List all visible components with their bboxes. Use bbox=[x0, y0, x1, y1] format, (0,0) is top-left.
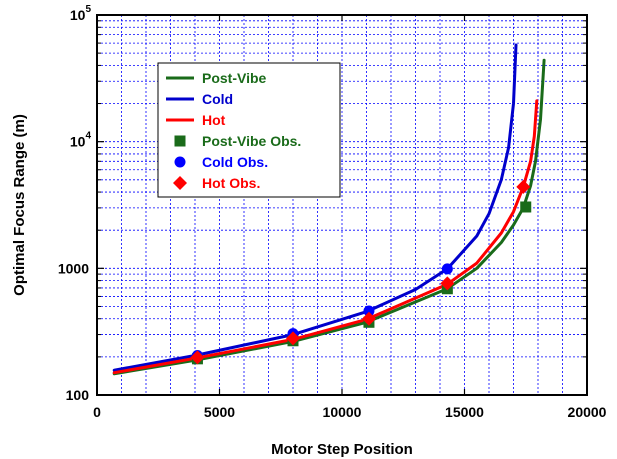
legend-label: Post-Vibe bbox=[202, 70, 267, 86]
data-point-hot-obs- bbox=[190, 350, 205, 365]
legend-label: Cold bbox=[202, 91, 233, 107]
legend-swatch-marker bbox=[174, 135, 186, 147]
series-line-cold bbox=[112, 43, 518, 372]
series-line-hot bbox=[112, 99, 539, 375]
series-layer bbox=[112, 43, 546, 376]
y-tick-label: 1000 bbox=[58, 260, 89, 276]
data-point-hot-obs- bbox=[440, 276, 455, 291]
legend-label: Cold Obs. bbox=[202, 154, 268, 170]
x-tick-label: 0 bbox=[93, 404, 101, 420]
y-tick-label: 100 bbox=[66, 387, 90, 403]
data-point-hot-obs- bbox=[361, 311, 376, 326]
data-point-cold-obs- bbox=[363, 305, 375, 317]
y-tick-label: 105 bbox=[70, 4, 92, 23]
legend-label: Post-Vibe Obs. bbox=[202, 133, 301, 149]
y-axis-title: Optimal Focus Range (m) bbox=[11, 114, 28, 296]
data-point-post-vibe-obs- bbox=[520, 201, 532, 213]
legend-label: Hot bbox=[202, 112, 226, 128]
x-tick-label: 15000 bbox=[445, 404, 484, 420]
data-point-hot-obs- bbox=[516, 179, 531, 194]
legend-swatch-marker bbox=[173, 176, 187, 190]
x-axis-title: Motor Step Position bbox=[271, 441, 413, 458]
x-tick-label: 10000 bbox=[323, 404, 362, 420]
x-tick-label: 20000 bbox=[568, 404, 607, 420]
ticks: 0 5000 10000 15000 20000 100 1000 104 105 bbox=[58, 4, 607, 420]
legend-swatch-marker bbox=[174, 156, 186, 168]
legend-box bbox=[157, 62, 341, 198]
data-point-cold-obs- bbox=[441, 263, 453, 275]
data-point-hot-obs- bbox=[286, 331, 300, 346]
x-tick-label: 5000 bbox=[204, 404, 235, 420]
legend-label: Hot Obs. bbox=[202, 175, 260, 191]
y-tick-label: 104 bbox=[70, 131, 92, 150]
legend: Post-Vibe Cold Hot Post-Vibe Obs. Cold Obs. H… bbox=[157, 62, 341, 198]
